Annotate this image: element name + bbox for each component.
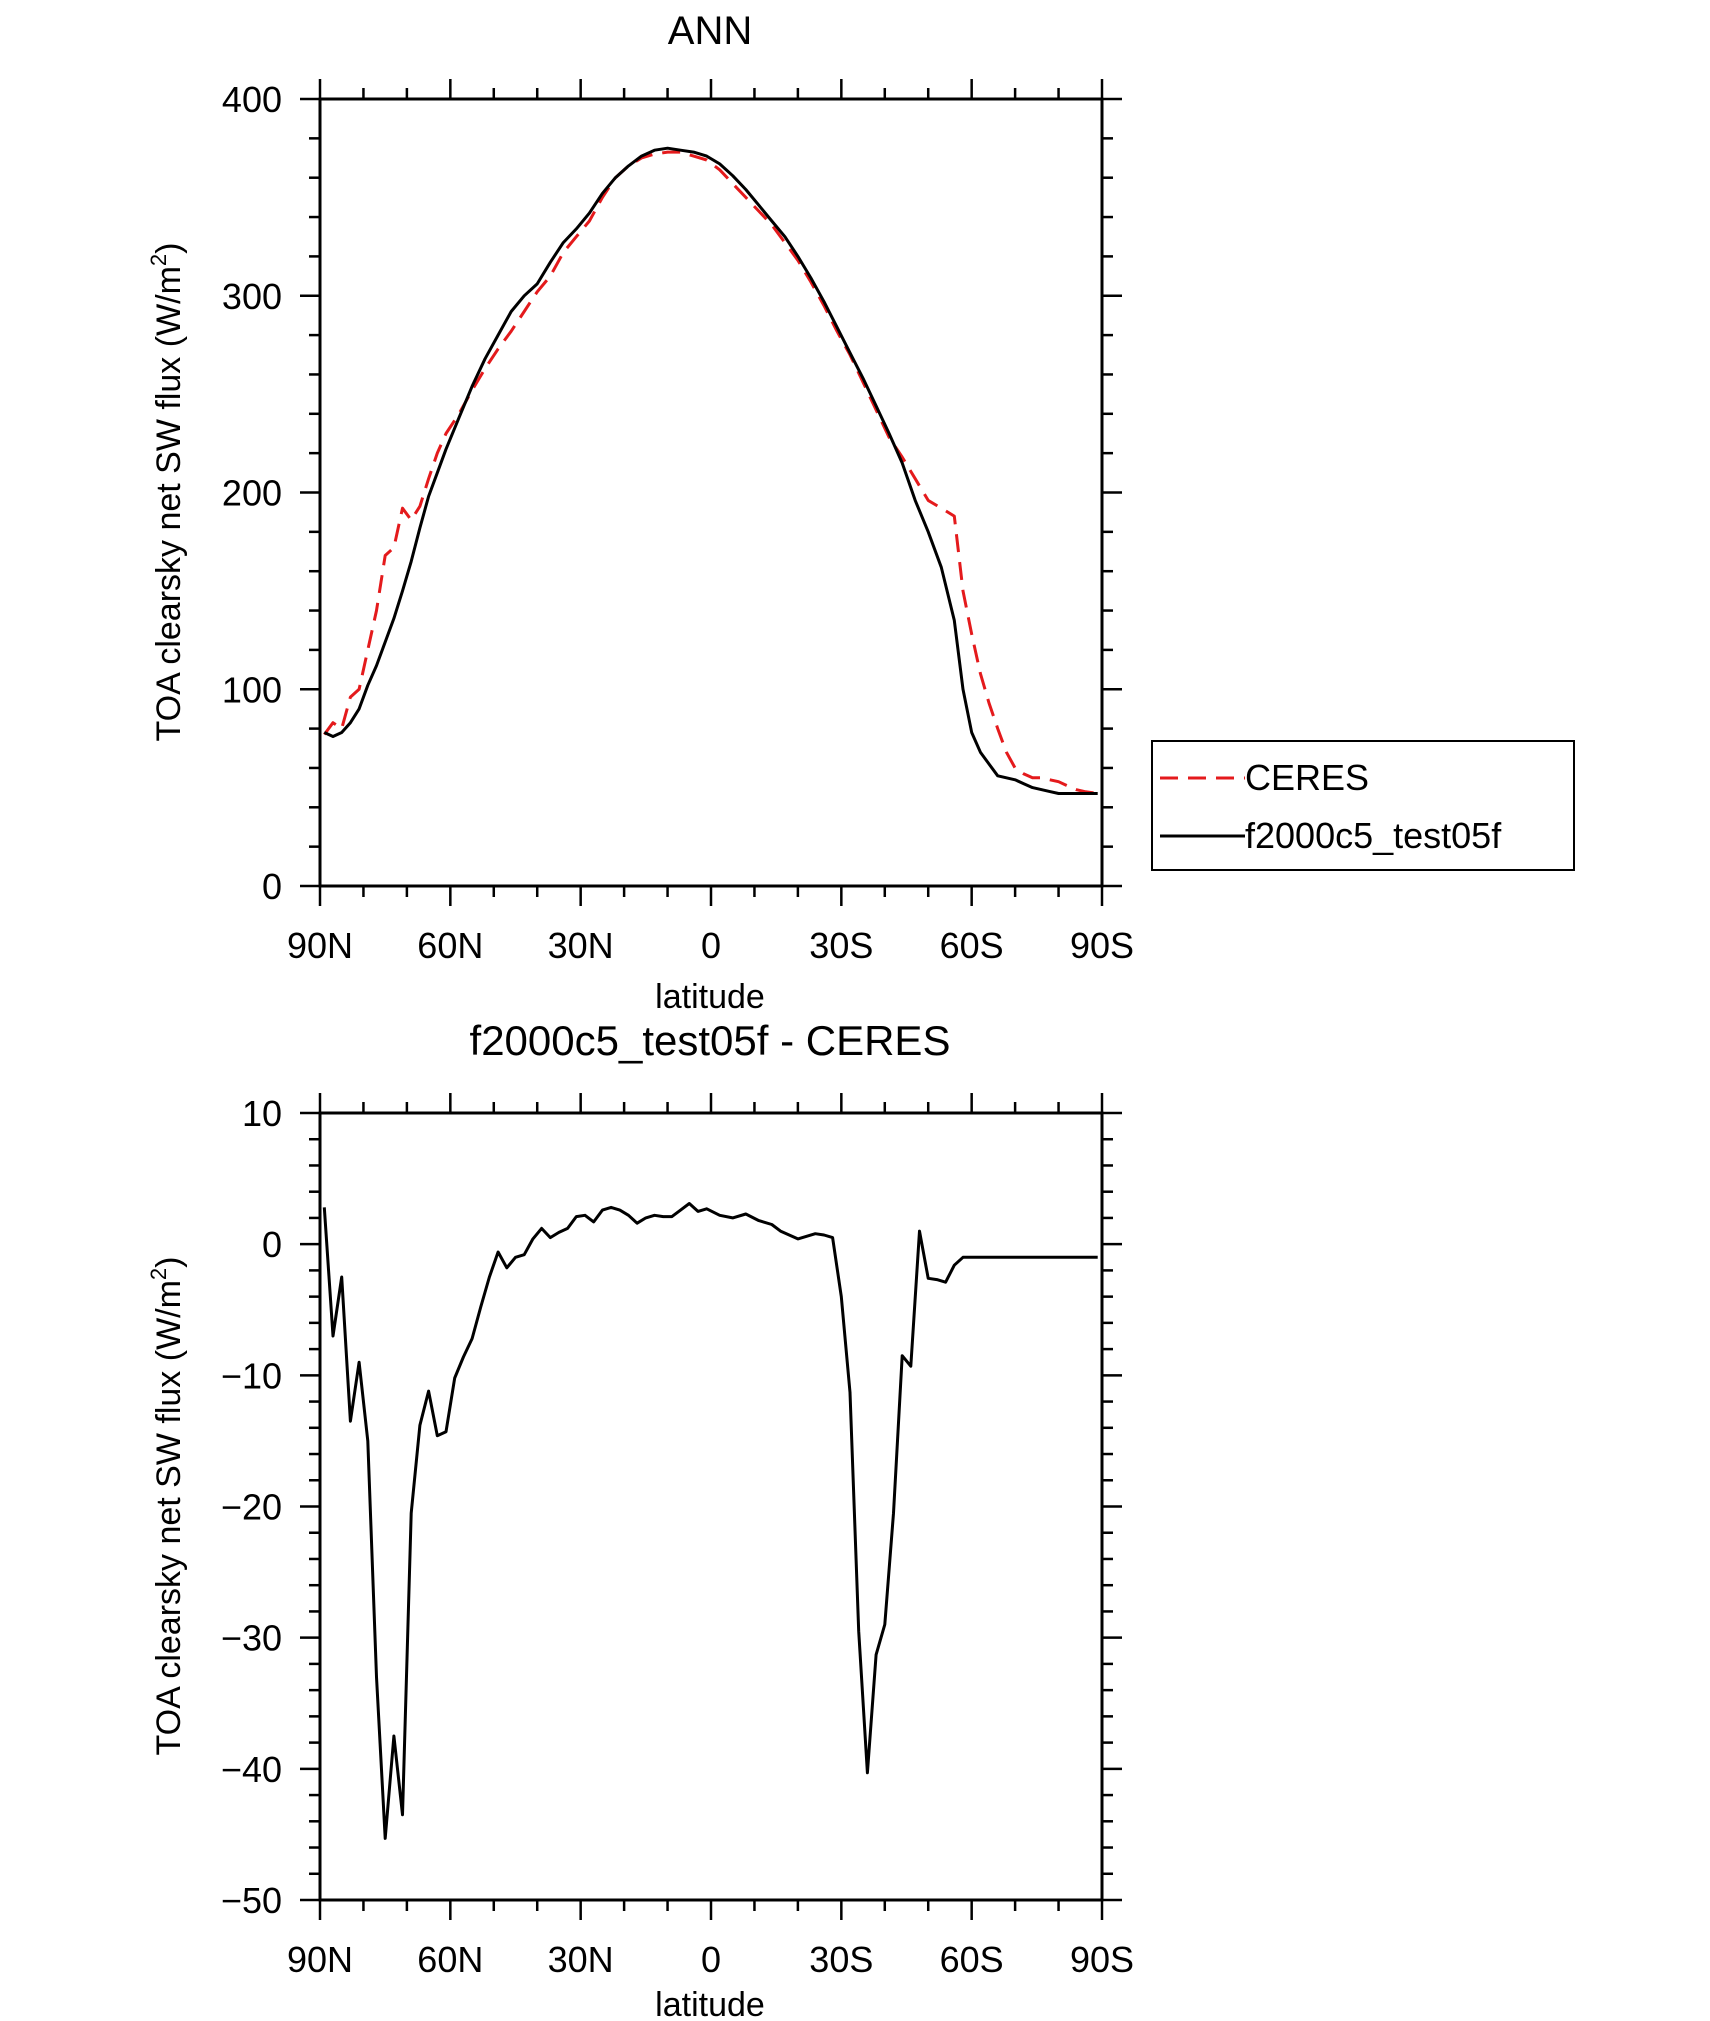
- top-y-tick-label: 300: [222, 276, 282, 317]
- bottom-chart-title: f2000c5_test05f - CERES: [470, 1017, 951, 1064]
- bottom-plot-frame: [318, 1111, 1104, 1902]
- bottom-y-tick-label: 0: [262, 1224, 282, 1265]
- bottom-series-line-difference: [322, 1202, 1098, 1840]
- top-x-axis-label: latitude: [655, 978, 765, 1016]
- top-x-tick-label: 60S: [940, 925, 1004, 966]
- legend: CERES f2000c5_test05f: [1151, 740, 1575, 871]
- top-y-tick-label: 0: [262, 866, 282, 907]
- bottom-y-axis-label: TOA clearsky net SW flux (W/m2): [146, 1256, 188, 1755]
- top-y-tick-label: 100: [222, 669, 282, 710]
- top-chart-title: ANN: [668, 9, 752, 53]
- bottom-x-axis-label: latitude: [655, 1986, 765, 2021]
- bottom-y-tick-label: −50: [221, 1880, 282, 1921]
- bottom-y-ticks: −50 −40 −30 −20 −10 0 10: [221, 1093, 1122, 1921]
- bottom-x-ticks: 90N 60N 30N 0 30S 60S 90S: [287, 1093, 1134, 1980]
- top-x-tick-label: 60N: [417, 925, 483, 966]
- top-series-group: [323, 146, 1098, 795]
- top-x-ticks: 90N 60N 30N 0 30S 60S 90S: [287, 79, 1134, 966]
- bottom-x-tick-label: 90N: [287, 1939, 353, 1980]
- bottom-x-tick-label: 0: [701, 1939, 721, 1980]
- bottom-series-group: [322, 1202, 1098, 1840]
- top-series-line-f2000c5-test05f: [323, 146, 1098, 795]
- bottom-y-tick-label: −10: [221, 1355, 282, 1396]
- bottom-y-tick-label: −40: [221, 1749, 282, 1790]
- top-x-tick-label: 30N: [548, 925, 614, 966]
- bottom-y-tick-label: −20: [221, 1487, 282, 1528]
- top-panel: ANN 0 100 200 300 400 90N 60N 30N 0 30S 60S 90S la…: [146, 9, 1575, 1016]
- legend-box: [1151, 740, 1575, 871]
- top-plot-frame: [318, 97, 1104, 888]
- bottom-y-tick-label: 10: [242, 1093, 282, 1134]
- top-series-line-ceres: [323, 150, 1098, 795]
- bottom-x-tick-label: 30S: [809, 1939, 873, 1980]
- bottom-x-tick-label: 90S: [1070, 1939, 1134, 1980]
- top-x-tick-label: 90S: [1070, 925, 1134, 966]
- top-x-tick-label: 90N: [287, 925, 353, 966]
- top-y-axis-label: TOA clearsky net SW flux (W/m2): [146, 242, 188, 741]
- legend-label-model: f2000c5_test05f: [1245, 815, 1502, 856]
- bottom-x-tick-label: 60N: [417, 1939, 483, 1980]
- bottom-panel: f2000c5_test05f - CERES −50 −40 −30 −20 −10 0…: [146, 1017, 1134, 2021]
- top-x-tick-label: 0: [701, 925, 721, 966]
- bottom-x-tick-label: 30N: [548, 1939, 614, 1980]
- bottom-y-tick-label: −30: [221, 1618, 282, 1659]
- legend-label-ceres: CERES: [1245, 757, 1369, 798]
- top-y-tick-label: 400: [222, 79, 282, 120]
- top-y-tick-label: 200: [222, 473, 282, 514]
- bottom-x-tick-label: 60S: [940, 1939, 1004, 1980]
- top-y-ticks: 0 100 200 300 400: [222, 79, 1122, 907]
- top-x-tick-label: 30S: [809, 925, 873, 966]
